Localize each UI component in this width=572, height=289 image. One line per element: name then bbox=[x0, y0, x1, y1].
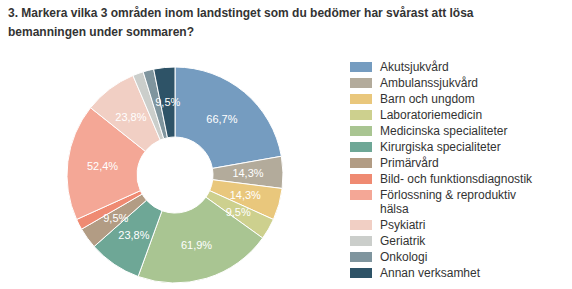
html-text:Barn och ungdom: Barn och ungdom bbox=[380, 92, 475, 106]
html-text:Kirurgiska specialiteter: Kirurgiska specialiteter bbox=[380, 140, 501, 154]
svg-text:23,8%: 23,8% bbox=[118, 229, 149, 241]
html-text:Annan verksamhet: Annan verksamhet bbox=[380, 266, 481, 280]
html-text:Laboratoriemedicin: Laboratoriemedicin bbox=[380, 108, 483, 122]
html-text:Primärvård: Primärvård bbox=[380, 156, 439, 170]
svg-text:52,4%: 52,4% bbox=[87, 160, 118, 172]
html-text:Akutsjukvård: Akutsjukvård bbox=[380, 60, 449, 74]
html-text:Geriatrik: Geriatrik bbox=[380, 234, 426, 248]
html-text:3. Markera vilka 3 områden ino: 3. Markera vilka 3 områden inom landstin… bbox=[8, 6, 474, 39]
svg-text:9,5%: 9,5% bbox=[155, 96, 180, 108]
html-text:Onkologi: Onkologi bbox=[380, 250, 428, 264]
svg-text:14,3%: 14,3% bbox=[232, 167, 263, 179]
html-text:Ambulanssjukvård: Ambulanssjukvård bbox=[380, 76, 478, 90]
svg-text:61,9%: 61,9% bbox=[181, 239, 212, 251]
html-text:Medicinska specialiteter: Medicinska specialiteter bbox=[380, 124, 508, 138]
svg-text:66,7%: 66,7% bbox=[206, 113, 237, 125]
svg-text:9,5%: 9,5% bbox=[103, 212, 128, 224]
svg-text:9,5%: 9,5% bbox=[226, 206, 251, 218]
html-text:Bild- och funktionsdiagnostik: Bild- och funktionsdiagnostik bbox=[380, 172, 533, 186]
svg-text:23,8%: 23,8% bbox=[115, 111, 146, 123]
html-text:Förlossning & reproduktiv häls: Förlossning & reproduktiv hälsa bbox=[380, 188, 517, 216]
html-text:Psykiatri: Psykiatri bbox=[380, 218, 426, 232]
svg-text:14,3%: 14,3% bbox=[230, 189, 261, 201]
